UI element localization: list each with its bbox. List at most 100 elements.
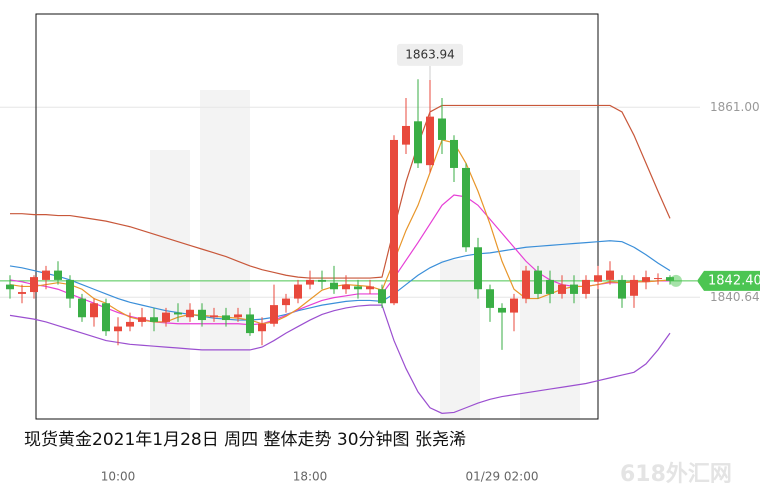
candle [558,275,566,299]
candle [198,303,206,327]
candle [438,97,446,154]
candle [78,293,86,322]
candle [654,273,662,285]
candle [390,135,398,306]
candle-body [306,279,314,285]
candle [306,270,314,290]
candle [126,312,134,332]
caption: 现货黄金2021年1月28日 周四 整体走势 30分钟图 张尧浠 [24,430,466,450]
candle-body [546,279,554,294]
indicator-line [9,304,671,414]
candle [522,265,530,304]
candle [414,79,422,168]
candle [18,284,26,304]
candle-body [198,309,206,321]
candle-body [582,279,590,294]
candle-body [366,286,374,290]
candle-body [270,305,278,324]
x-tick-label: 10:00 [101,470,136,484]
candle-body [570,284,578,294]
candle-body [426,116,434,166]
last-price-dot [670,274,682,287]
candle [342,275,350,294]
candle-body [402,125,410,145]
candle [426,79,434,173]
indicator-line [10,104,671,279]
candle [570,275,578,304]
candle-body [414,121,422,164]
candle [102,298,110,336]
candle-body [558,284,566,294]
candle-body [642,277,650,282]
candle-body [594,275,602,282]
candle-body [162,312,170,322]
candle [474,237,482,299]
candle-body [90,303,98,318]
candle [30,275,38,299]
candle-body [378,289,386,304]
candle [318,270,326,290]
candle [150,307,158,332]
candle [90,298,98,327]
indicator-line [9,240,671,321]
candle [222,307,230,327]
candle-body [186,309,194,318]
candle [234,307,242,322]
candle-body [42,270,50,280]
x-tick-label: 01/29 02:00 [466,470,539,484]
candle [378,284,386,308]
candle-body [450,139,458,168]
candle [462,163,470,252]
candle-body [534,270,542,294]
last-price-box [697,270,760,291]
candle-body [6,284,14,290]
candle-body [30,277,38,293]
candle-body [474,247,482,290]
candle [510,293,518,332]
candle [138,307,146,327]
candle [534,265,542,299]
candle [246,307,254,336]
candle [594,265,602,290]
candle-body [282,298,290,306]
y-tick-label: 1861.00 [710,100,760,114]
candle [6,275,14,299]
candle-body [54,270,62,280]
candle-body [18,292,26,294]
candle-body [246,314,254,334]
candle-body [342,284,350,290]
candle [270,284,278,327]
candle [54,261,62,285]
candle [546,270,554,304]
candle [402,97,410,154]
candle-body [78,298,86,318]
candle-body [606,270,614,280]
candle-body [318,279,326,282]
candle [606,261,614,285]
candle-body [462,167,470,248]
candle-body [102,303,110,332]
annotation-frame [35,13,599,420]
candle-body [354,286,362,290]
candle-body [522,270,530,299]
candle [186,303,194,322]
candle-body [390,139,398,304]
candle-body [438,118,446,140]
indicator-line [9,194,670,326]
candle-body [630,279,638,296]
candle [162,307,170,327]
candle [354,279,362,299]
candle-body [294,284,302,299]
candle [114,317,122,346]
candle-body [666,277,674,281]
candle [582,275,590,299]
candle [66,275,74,308]
candle-body [222,315,230,321]
candle-body [126,321,134,327]
candle-body [138,317,146,322]
candle [486,284,494,322]
candle [294,279,302,304]
candle-body [498,307,506,313]
